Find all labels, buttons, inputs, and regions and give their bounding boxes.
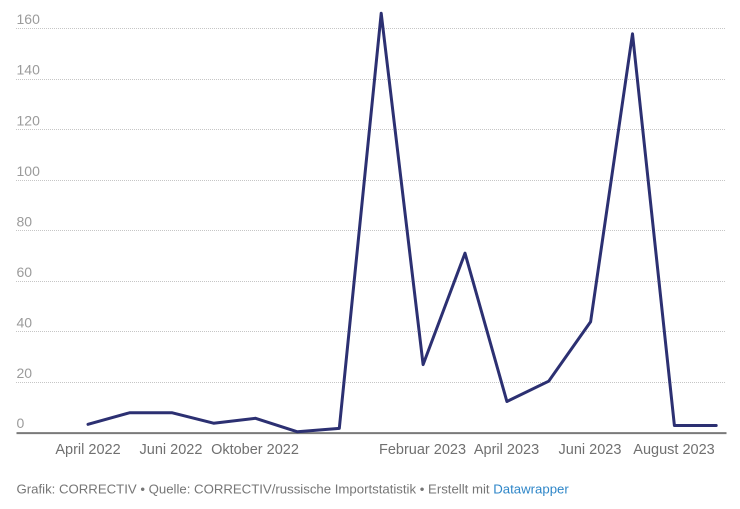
svg-text:Grafik: CORRECTIV • Quelle: CO: Grafik: CORRECTIV • Quelle: CORRECTIV/ru… (17, 482, 570, 497)
svg-text:Februar 2023: Februar 2023 (379, 442, 466, 458)
svg-text:Oktober 2022: Oktober 2022 (211, 442, 299, 458)
svg-text:August 2023: August 2023 (633, 442, 714, 458)
svg-text:April 2022: April 2022 (55, 442, 120, 458)
svg-text:April 2023: April 2023 (474, 442, 539, 458)
svg-text:Juni 2023: Juni 2023 (559, 442, 622, 458)
svg-text:120: 120 (17, 112, 41, 128)
svg-text:100: 100 (17, 163, 41, 179)
svg-text:40: 40 (17, 315, 33, 331)
svg-text:80: 80 (17, 213, 33, 229)
svg-text:20: 20 (17, 365, 33, 381)
svg-text:60: 60 (17, 264, 33, 280)
svg-text:0: 0 (17, 415, 25, 431)
svg-text:140: 140 (17, 62, 41, 78)
svg-text:160: 160 (17, 11, 41, 27)
svg-text:Juni 2022: Juni 2022 (140, 442, 203, 458)
